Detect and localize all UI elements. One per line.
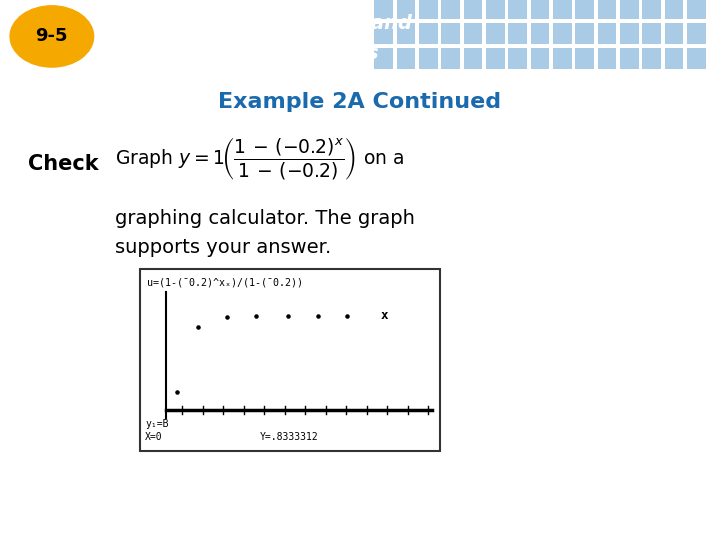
FancyBboxPatch shape bbox=[531, 23, 549, 44]
FancyBboxPatch shape bbox=[687, 0, 706, 19]
FancyBboxPatch shape bbox=[441, 23, 460, 44]
FancyBboxPatch shape bbox=[598, 0, 616, 19]
FancyBboxPatch shape bbox=[374, 0, 393, 19]
FancyBboxPatch shape bbox=[486, 0, 505, 19]
FancyBboxPatch shape bbox=[464, 23, 482, 44]
FancyBboxPatch shape bbox=[419, 0, 438, 19]
FancyBboxPatch shape bbox=[441, 0, 460, 19]
FancyBboxPatch shape bbox=[665, 23, 683, 44]
FancyBboxPatch shape bbox=[464, 0, 482, 19]
Text: supports your answer.: supports your answer. bbox=[115, 238, 331, 256]
FancyBboxPatch shape bbox=[531, 48, 549, 69]
FancyBboxPatch shape bbox=[374, 48, 393, 69]
FancyBboxPatch shape bbox=[620, 0, 639, 19]
FancyBboxPatch shape bbox=[508, 23, 527, 44]
FancyBboxPatch shape bbox=[397, 0, 415, 19]
FancyBboxPatch shape bbox=[642, 0, 661, 19]
FancyBboxPatch shape bbox=[441, 48, 460, 69]
FancyBboxPatch shape bbox=[620, 23, 639, 44]
Text: x: x bbox=[380, 309, 388, 322]
FancyBboxPatch shape bbox=[553, 23, 572, 44]
FancyBboxPatch shape bbox=[575, 23, 594, 44]
FancyBboxPatch shape bbox=[486, 48, 505, 69]
Text: u=(1-(¯0.2)^xₓ)/(1-(¯0.2)): u=(1-(¯0.2)^xₓ)/(1-(¯0.2)) bbox=[147, 278, 303, 287]
FancyBboxPatch shape bbox=[486, 23, 505, 44]
FancyBboxPatch shape bbox=[665, 48, 683, 69]
FancyBboxPatch shape bbox=[620, 48, 639, 69]
Text: Check: Check bbox=[28, 153, 99, 173]
FancyBboxPatch shape bbox=[397, 48, 415, 69]
Text: Y=.8333312: Y=.8333312 bbox=[260, 433, 319, 442]
Text: Mathematical Induction and: Mathematical Induction and bbox=[104, 14, 413, 33]
Text: y₁=B: y₁=B bbox=[145, 419, 168, 429]
FancyBboxPatch shape bbox=[575, 48, 594, 69]
FancyBboxPatch shape bbox=[419, 23, 438, 44]
FancyBboxPatch shape bbox=[687, 48, 706, 69]
FancyBboxPatch shape bbox=[665, 0, 683, 19]
FancyBboxPatch shape bbox=[642, 23, 661, 44]
Text: 9-5: 9-5 bbox=[35, 28, 68, 45]
FancyBboxPatch shape bbox=[374, 23, 393, 44]
Text: X=0: X=0 bbox=[145, 433, 163, 442]
FancyBboxPatch shape bbox=[642, 48, 661, 69]
Text: Copyright © by Holt Mc Dougal. All Rights Reserved.: Copyright © by Holt Mc Dougal. All Right… bbox=[413, 515, 706, 525]
FancyBboxPatch shape bbox=[575, 0, 594, 19]
FancyBboxPatch shape bbox=[397, 23, 415, 44]
FancyBboxPatch shape bbox=[553, 0, 572, 19]
Ellipse shape bbox=[10, 6, 94, 67]
FancyBboxPatch shape bbox=[598, 23, 616, 44]
FancyBboxPatch shape bbox=[508, 0, 527, 19]
FancyBboxPatch shape bbox=[464, 48, 482, 69]
FancyBboxPatch shape bbox=[553, 48, 572, 69]
FancyBboxPatch shape bbox=[140, 269, 440, 450]
FancyBboxPatch shape bbox=[687, 23, 706, 44]
Text: Holt Mc.Dougal  Algebra 2: Holt Mc.Dougal Algebra 2 bbox=[14, 513, 197, 526]
Text: Infinite Geometric Series: Infinite Geometric Series bbox=[104, 44, 379, 63]
FancyBboxPatch shape bbox=[531, 0, 549, 19]
FancyBboxPatch shape bbox=[598, 48, 616, 69]
Text: Graph $y = 1\!\left(\dfrac{1\,-\,(-0.2)^{x}}{1\,-\,(-0.2)}\right)$ on a: Graph $y = 1\!\left(\dfrac{1\,-\,(-0.2)^… bbox=[115, 135, 405, 181]
FancyBboxPatch shape bbox=[508, 48, 527, 69]
Text: Example 2A Continued: Example 2A Continued bbox=[218, 92, 502, 112]
Text: graphing calculator. The graph: graphing calculator. The graph bbox=[115, 209, 415, 228]
FancyBboxPatch shape bbox=[419, 48, 438, 69]
